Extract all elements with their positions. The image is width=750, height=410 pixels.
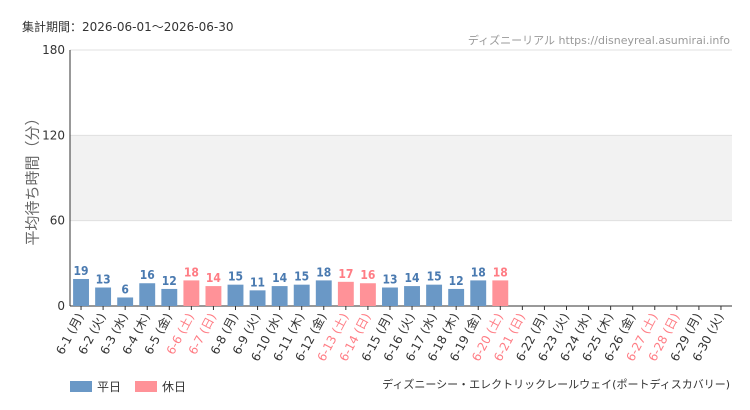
bar (95, 287, 112, 306)
bar (470, 280, 487, 306)
bar-data-label: 15 (228, 270, 243, 284)
legend-label-weekday: 平日 (97, 380, 122, 394)
bar (448, 288, 465, 306)
bar-data-label: 12 (162, 274, 177, 288)
legend-entry-weekday: 平日 (70, 378, 121, 395)
bar-data-label: 18 (471, 265, 486, 279)
bar (117, 297, 134, 306)
period-label: 集計期間：2026-06-01～2026-06-30 (22, 20, 234, 34)
y-tick-label: 180 (42, 43, 65, 57)
bar-data-label: 14 (272, 271, 288, 285)
legend-entry-holiday: 休日 (135, 378, 186, 395)
bar-data-label: 15 (294, 270, 309, 284)
attraction-name: ディズニーシー・エレクトリックレールウェイ(ポートディスカバリー) (382, 378, 730, 391)
bar (249, 290, 266, 306)
bar-data-label: 6 (121, 282, 129, 296)
bar (426, 284, 443, 306)
bar-data-label: 16 (140, 268, 155, 282)
legend: 平日 休日 (70, 378, 200, 395)
bar (315, 280, 332, 306)
bar-data-label: 14 (405, 271, 421, 285)
bar-data-label: 13 (382, 273, 397, 287)
bar-data-label: 15 (427, 270, 442, 284)
bar-data-label: 13 (96, 273, 111, 287)
legend-swatch-weekday (70, 381, 92, 392)
bar (293, 284, 310, 306)
y-tick-label: 120 (42, 128, 65, 142)
bar (492, 280, 509, 306)
bar (183, 280, 200, 306)
bar (271, 286, 288, 306)
bar (382, 287, 398, 306)
bar-data-label: 11 (250, 275, 265, 289)
bar (227, 284, 244, 306)
bar-data-label: 12 (449, 274, 464, 288)
bar (337, 281, 354, 306)
bar (404, 286, 420, 306)
grid-band (70, 135, 732, 221)
bar-data-label: 14 (206, 271, 222, 285)
bar (73, 278, 89, 306)
bar-data-label: 18 (316, 265, 331, 279)
bar (205, 286, 222, 306)
bar-data-label: 18 (493, 265, 508, 279)
site-label: ディズニーリアル https://disneyreal.asumirai.inf… (467, 34, 730, 47)
y-tick-label: 0 (57, 299, 65, 313)
bar (359, 283, 376, 306)
bar (161, 288, 178, 306)
bar-data-label: 18 (184, 265, 199, 279)
bar-data-label: 19 (74, 264, 89, 278)
bar (139, 283, 156, 306)
legend-swatch-holiday (135, 381, 158, 392)
y-tick-label: 60 (50, 214, 65, 228)
bar-data-label: 16 (360, 268, 375, 282)
legend-label-holiday: 休日 (162, 380, 187, 394)
bar-data-label: 17 (338, 267, 353, 281)
